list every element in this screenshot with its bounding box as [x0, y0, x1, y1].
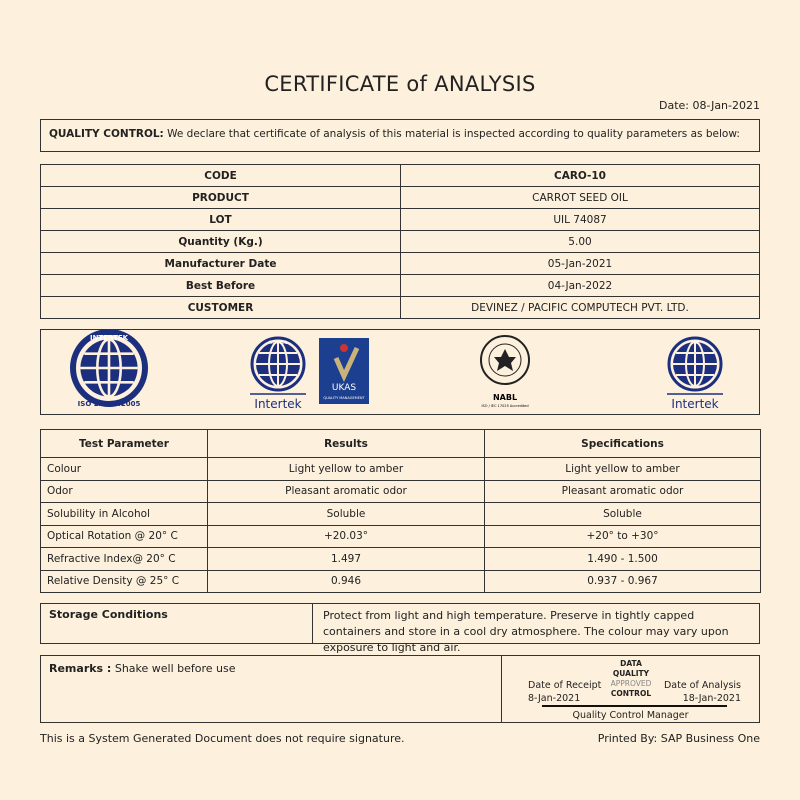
intertek-iso22000-logo: INTERTEK ISO 22000:2005: [70, 329, 148, 408]
approval-stamp: DATA QUALITY APPROVED CONTROL: [602, 659, 660, 699]
info-key: LOT: [40, 208, 401, 231]
info-value: DEVINEZ / PACIFIC COMPUTECH PVT. LTD.: [400, 296, 760, 319]
intertek-gmp-logo: GMP Intertek: [667, 336, 723, 411]
logo-text: ISO / IEC 17025 Accredited: [481, 404, 528, 408]
test-parameter: Refractive Index@ 20° C: [40, 547, 208, 571]
logo-text: Intertek: [671, 397, 718, 411]
product-info-table: CODE CARO-10 PRODUCT CARROT SEED OIL LOT UI…: [40, 164, 760, 319]
logo-text: QUALITY MANAGEMENT: [323, 396, 365, 400]
quality-control-statement: QUALITY CONTROL: We declare that certifi…: [40, 119, 760, 152]
info-value: CARO-10: [400, 164, 760, 187]
test-specification: 0.937 - 0.967: [484, 569, 761, 593]
table-row: Odor Pleasant aromatic odor Pleasant aroma…: [40, 479, 761, 503]
table-row: LOT UIL 74087: [40, 208, 760, 231]
test-result: 0.946: [207, 569, 485, 593]
column-header: Test Parameter: [40, 429, 208, 458]
info-key: CODE: [40, 164, 401, 187]
logo-text: ISO 9001: [269, 340, 288, 345]
approval-block: Date of Receipt 8-Jan-2021 Date of Analy…: [502, 656, 759, 722]
test-result: +20.03°: [207, 524, 485, 548]
info-key: Quantity (Kg.): [40, 230, 401, 253]
test-result: Light yellow to amber: [207, 457, 485, 481]
info-key: Best Before: [40, 274, 401, 297]
table-row: Best Before 04-Jan-2022: [40, 274, 760, 297]
column-header: Results: [207, 429, 485, 458]
test-specification: Soluble: [484, 502, 761, 526]
test-result: 1.497: [207, 547, 485, 571]
stamp-text: APPROVED: [610, 679, 652, 688]
table-row: Refractive Index@ 20° C 1.497 1.490 - 1.50…: [40, 547, 761, 571]
intertek-iso9001-logo: ISO 9001 Intertek: [250, 336, 306, 411]
test-parameter: Relative Density @ 25° C: [40, 569, 208, 593]
info-value: UIL 74087: [400, 208, 760, 231]
column-header: Specifications: [484, 429, 761, 458]
remarks-label: Remarks :: [49, 662, 112, 675]
table-row: CODE CARO-10: [40, 164, 760, 187]
qc-label: QUALITY CONTROL:: [49, 128, 164, 140]
table-row: CUSTOMER DEVINEZ / PACIFIC COMPUTECH PVT.…: [40, 296, 760, 319]
signature-line: [542, 705, 727, 707]
receipt-date-label: Date of Receipt: [528, 680, 602, 691]
logo-text: ISO 22000:2005: [78, 400, 141, 408]
test-parameter: Odor: [40, 479, 208, 503]
table-row: Manufacturer Date 05-Jan-2021: [40, 252, 760, 275]
test-specification: Light yellow to amber: [484, 457, 761, 481]
analysis-date: 18-Jan-2021: [682, 693, 741, 704]
storage-text: Protect from light and high temperature.…: [323, 609, 729, 654]
table-row: Quantity (Kg.) 5.00: [40, 230, 760, 253]
receipt-date: 8-Jan-2021: [528, 693, 581, 704]
test-parameter: Optical Rotation @ 20° C: [40, 524, 208, 548]
test-specification: 1.490 - 1.500: [484, 547, 761, 571]
remarks-section: Remarks : Shake well before use Date of …: [40, 655, 760, 723]
stamp-text: DATA: [620, 659, 642, 668]
stamp-text: CONTROL: [610, 689, 652, 698]
remarks: Remarks : Shake well before use: [41, 656, 502, 722]
info-value: 05-Jan-2021: [400, 252, 760, 275]
table-row: Solubility in Alcohol Soluble Soluble: [40, 502, 761, 526]
storage-label: Storage Conditions: [41, 604, 313, 643]
printed-by: Printed By: SAP Business One: [597, 732, 760, 745]
test-results-table: Test Parameter Results Specifications Colo…: [40, 429, 761, 593]
test-parameter: Colour: [40, 457, 208, 481]
qc-text: We declare that certificate of analysis …: [163, 128, 740, 140]
signatory-title: Quality Control Manager: [572, 710, 689, 721]
footer-note: This is a System Generated Document does…: [40, 732, 405, 745]
page-title: CERTIFICATE of ANALYSIS: [264, 72, 536, 96]
logo-text: INTERTEK: [90, 334, 129, 342]
table-header-row: Test Parameter Results Specifications: [40, 429, 761, 458]
storage-conditions: Storage Conditions Protect from light an…: [40, 603, 760, 654]
info-value: CARROT SEED OIL: [400, 186, 760, 209]
test-result: Soluble: [207, 502, 485, 526]
info-key: PRODUCT: [40, 186, 401, 209]
info-value: 04-Jan-2022: [400, 274, 760, 297]
stamp-text: QUALITY: [612, 669, 650, 678]
table-row: Relative Density @ 25° C 0.946 0.937 - 0.9…: [40, 569, 761, 593]
logo-text: NABL: [493, 393, 517, 402]
test-specification: Pleasant aromatic odor: [484, 479, 761, 503]
test-specification: +20° to +30°: [484, 524, 761, 548]
logo-text: UKAS: [332, 383, 356, 393]
ukas-logo: UKAS QUALITY MANAGEMENT: [319, 338, 369, 404]
test-result: Pleasant aromatic odor: [207, 479, 485, 503]
nabl-logo: NABL ISO / IEC 17025 Accredited: [480, 335, 530, 408]
logo-text: Intertek: [254, 397, 301, 411]
test-parameter: Solubility in Alcohol: [40, 502, 208, 526]
table-row: Colour Light yellow to amber Light yellow …: [40, 457, 761, 481]
document-date: Date: 08-Jan-2021: [659, 99, 760, 112]
logo-text: GMP: [691, 340, 701, 345]
info-value: 5.00: [400, 230, 760, 253]
table-row: Optical Rotation @ 20° C +20.03° +20° to +…: [40, 524, 761, 548]
table-row: PRODUCT CARROT SEED OIL: [40, 186, 760, 209]
remarks-text: Shake well before use: [111, 662, 236, 675]
info-key: CUSTOMER: [40, 296, 401, 319]
analysis-date-label: Date of Analysis: [663, 680, 741, 691]
info-key: Manufacturer Date: [40, 252, 401, 275]
certification-logos: INTERTEK ISO 22000:2005 ISO 9001 Interte…: [40, 329, 760, 415]
